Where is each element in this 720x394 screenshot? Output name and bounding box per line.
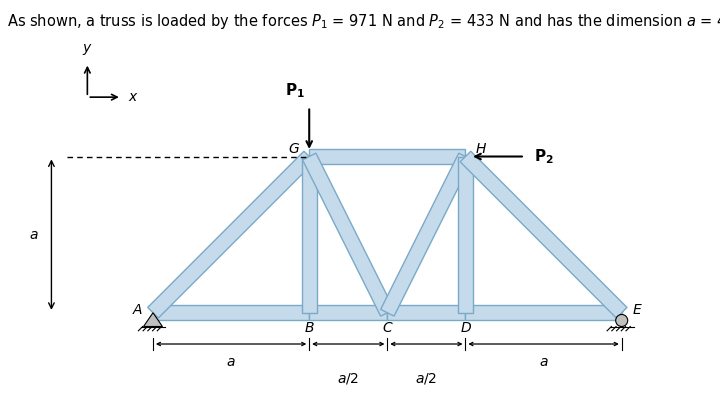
Text: H: H: [476, 142, 486, 156]
Polygon shape: [387, 305, 465, 320]
Polygon shape: [309, 149, 465, 164]
Text: A: A: [132, 303, 142, 317]
Polygon shape: [465, 305, 621, 320]
Text: $\mathbf{P_1}$: $\mathbf{P_1}$: [285, 82, 305, 100]
Text: G: G: [288, 142, 299, 156]
Text: C: C: [382, 322, 392, 335]
Polygon shape: [302, 153, 394, 316]
Circle shape: [616, 314, 628, 327]
Text: B: B: [305, 322, 314, 335]
Polygon shape: [460, 151, 627, 318]
Text: $y$: $y$: [82, 41, 93, 56]
Text: D: D: [460, 322, 471, 335]
Text: $a$: $a$: [226, 355, 236, 369]
Text: $a/2$: $a/2$: [415, 371, 438, 386]
Text: E: E: [633, 303, 642, 317]
Text: As shown, a truss is loaded by the forces $P_1$ = 971 N and $P_2$ = 433 N and ha: As shown, a truss is loaded by the force…: [7, 12, 720, 31]
Polygon shape: [381, 153, 472, 316]
Polygon shape: [302, 156, 317, 313]
Polygon shape: [309, 305, 387, 320]
Text: $\mathbf{P_2}$: $\mathbf{P_2}$: [534, 147, 554, 166]
Polygon shape: [153, 305, 309, 320]
Polygon shape: [143, 313, 163, 327]
Polygon shape: [458, 156, 473, 313]
Text: $x$: $x$: [128, 90, 139, 104]
Text: $a/2$: $a/2$: [337, 371, 359, 386]
Text: $a$: $a$: [30, 228, 39, 242]
Polygon shape: [148, 151, 315, 318]
Text: $a$: $a$: [539, 355, 549, 369]
